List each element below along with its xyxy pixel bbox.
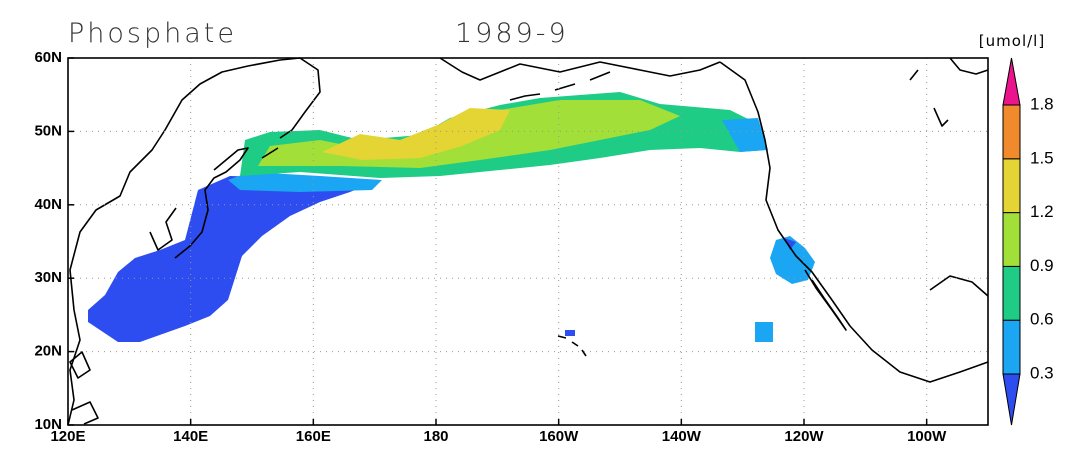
gulf [909, 57, 989, 297]
y-tick-label: 20N [34, 343, 62, 360]
y-tick-label: 50N [34, 122, 62, 139]
colorbar: 0.3 0.6 0.9 1.2 1.5 1.8 [1002, 57, 1054, 426]
colorbar-label: 1.2 [1030, 202, 1054, 221]
korea [149, 207, 177, 251]
map-date: 1989-9 [455, 18, 569, 49]
japan [174, 147, 249, 259]
colorbar-label: 0.3 [1030, 363, 1054, 382]
region [755, 322, 773, 342]
x-tick-label: 160E [296, 428, 331, 445]
taiwan [69, 351, 99, 425]
colorbar-segment [1002, 158, 1021, 214]
colorbar-label: 1.5 [1030, 148, 1054, 167]
north-america [719, 61, 989, 383]
x-tick-label: 100W [907, 428, 947, 445]
colorbar-label: 0.6 [1030, 310, 1054, 329]
colorbar-label: 0.9 [1030, 256, 1054, 275]
units-label: [umol/l] [979, 32, 1045, 50]
y-tick-label: 60N [34, 49, 62, 66]
region [722, 118, 768, 152]
region [565, 330, 575, 336]
x-tick-label: 160W [539, 428, 579, 445]
x-tick-label: 140E [173, 428, 208, 445]
axes: 120E 140E 160E 180 160W 140W 120W 100W 10N 20N 30N… [34, 49, 988, 445]
region [88, 176, 380, 342]
shaded-field [88, 92, 815, 342]
x-tick-label: 120E [50, 428, 85, 445]
y-tick-label: 10N [34, 416, 62, 433]
map-title: Phosphate [68, 18, 237, 49]
y-tick-label: 40N [34, 196, 62, 213]
colorbar-segment [1002, 212, 1021, 267]
y-tick-label: 30N [34, 269, 62, 286]
map-frame [67, 57, 989, 426]
asia-coast [67, 57, 301, 426]
region [784, 238, 796, 250]
baja [804, 269, 847, 331]
region [228, 172, 382, 192]
x-tick-label: 140W [662, 428, 702, 445]
colorbar-extend-low [1002, 373, 1021, 426]
colorbar-segment [1002, 104, 1021, 160]
region [322, 108, 510, 160]
alaska [439, 57, 721, 81]
region [770, 236, 815, 284]
x-tick-label: 180 [423, 428, 448, 445]
colorbar-segment [1002, 265, 1021, 321]
colorbar-segment [1002, 319, 1021, 375]
colorbar-extend-high [1002, 57, 1021, 106]
colorbar-label: 1.8 [1030, 94, 1054, 113]
x-tick-label: 120W [784, 428, 824, 445]
hawaii [557, 335, 587, 357]
